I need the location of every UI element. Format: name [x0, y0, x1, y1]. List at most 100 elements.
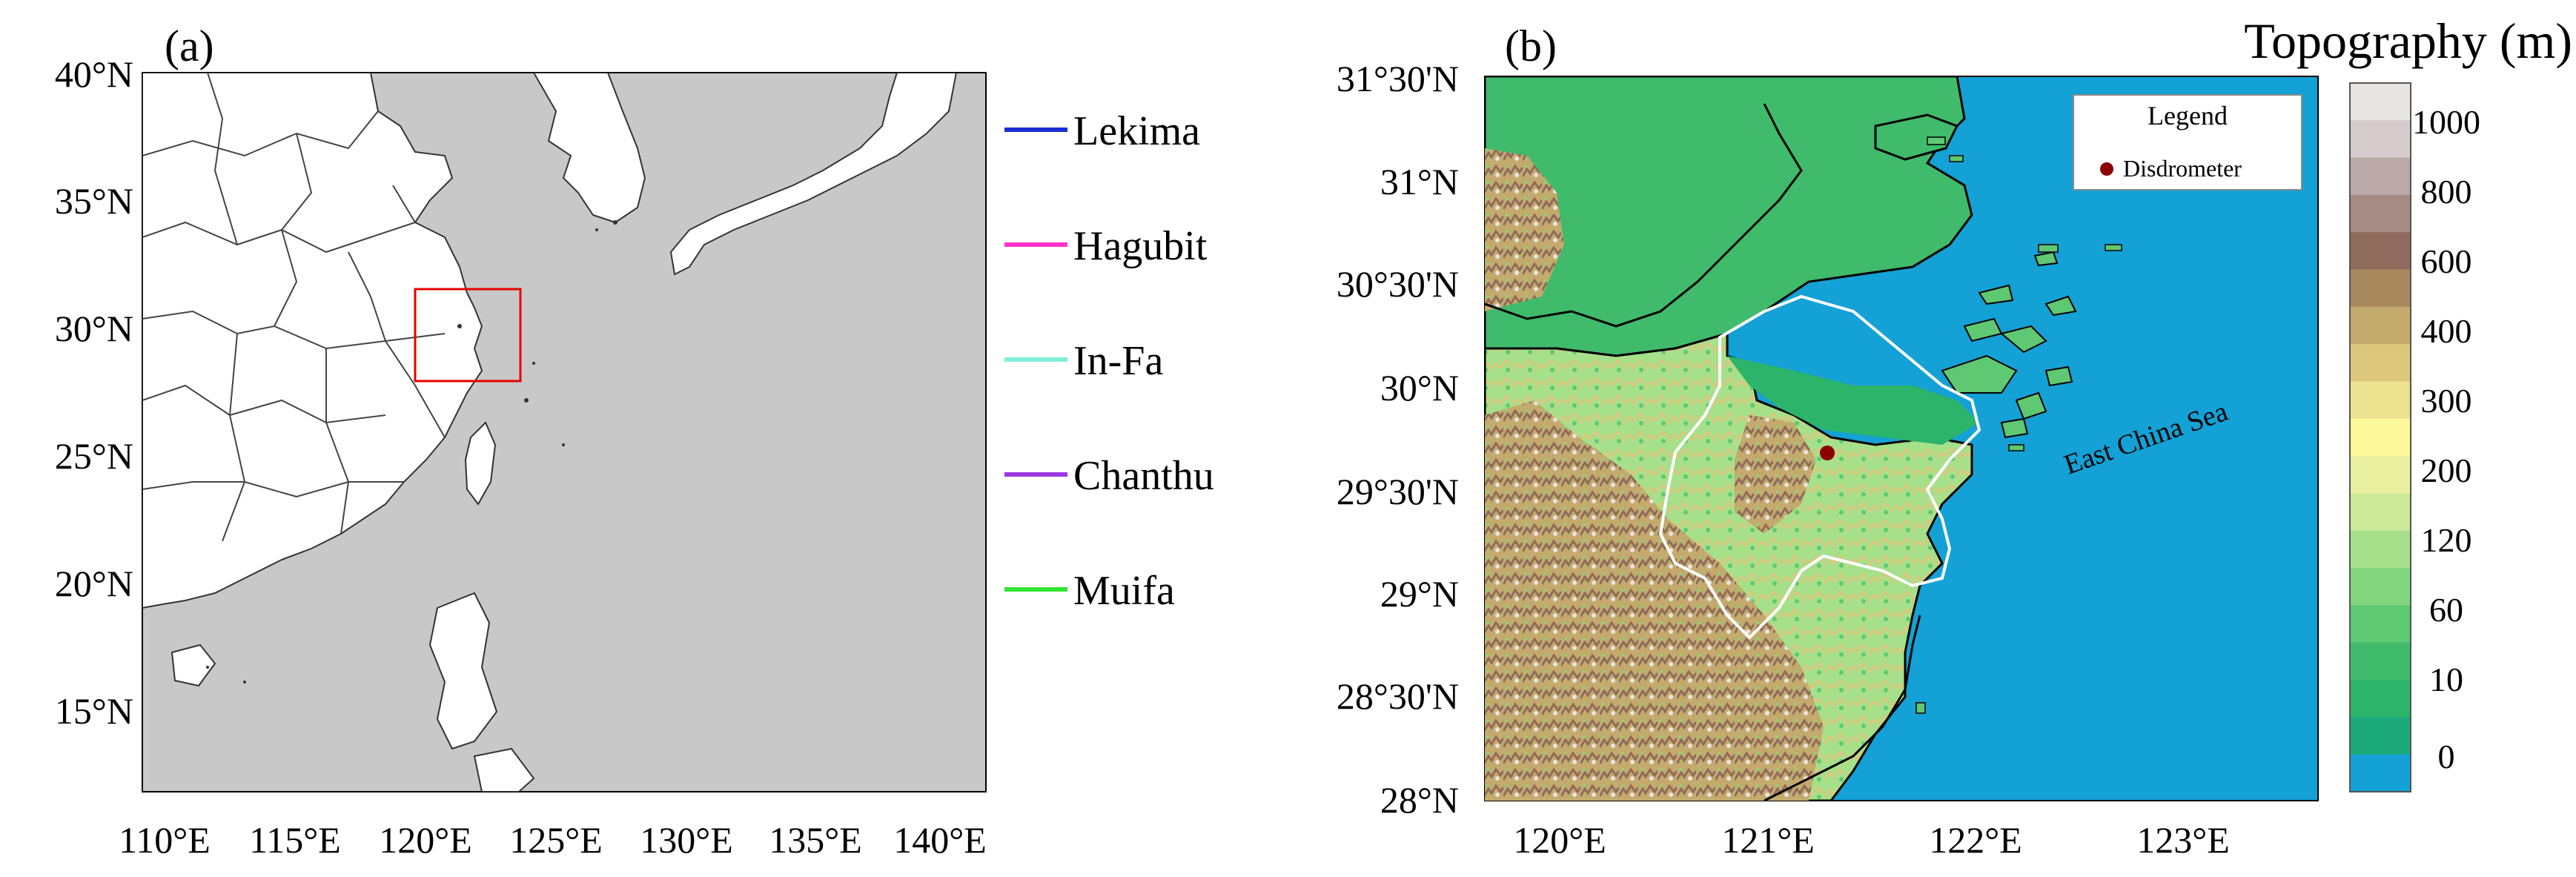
- colorbar-swatch: [2350, 306, 2411, 345]
- study-region-box: [414, 288, 522, 383]
- map-legend-box: Legend Disdrometer: [2073, 94, 2302, 191]
- korea-land: [532, 73, 646, 224]
- colorbar-label: 120: [2421, 521, 2472, 559]
- panel-a-label: (a): [165, 21, 214, 70]
- colorbar-swatch: [2350, 157, 2411, 196]
- colorbar-swatch: [2350, 605, 2411, 643]
- colorbar-swatch: [2350, 381, 2411, 420]
- colorbar-label: 1000: [2412, 103, 2480, 141]
- panel-a-lon-tick: 130°E: [640, 819, 733, 861]
- colorbar-swatch: [2350, 344, 2411, 383]
- panel-a-lon-tick: 135°E: [769, 819, 862, 861]
- panel-a-lat-tick: 30°N: [55, 308, 133, 349]
- disdrometer-marker: [1820, 446, 1835, 460]
- panel-a: (a): [55, 21, 1214, 861]
- colorbar-labels: 1000 800 600 400 300 200 120 60 10 0: [2412, 103, 2480, 775]
- legend-disdrometer-swatch: [2100, 162, 2113, 176]
- panel-b-lat-tick: 28°N: [1380, 779, 1459, 821]
- panel-b-lat-ticks: 31°30'N 31°N 30°30'N 30°N 29°30'N 29°N 2…: [1337, 58, 1459, 821]
- taiwan-land: [464, 421, 497, 506]
- panel-b-lon-tick: 123°E: [2136, 819, 2230, 861]
- panel-b-label: (b): [1505, 21, 1557, 70]
- small-islands: [206, 220, 617, 684]
- panel-b-lon-tick: 120°E: [1513, 819, 1606, 861]
- panel-a-lat-tick: 25°N: [55, 435, 133, 477]
- legend-label-chanthu: Chanthu: [1073, 453, 1214, 499]
- panel-a-lat-tick: 35°N: [55, 180, 133, 222]
- panel-a-lat-tick: 40°N: [55, 53, 133, 95]
- colorbar-label: 0: [2438, 738, 2455, 775]
- colorbar-swatch: [2350, 269, 2411, 308]
- colorbar-swatch: [2350, 418, 2411, 457]
- panel-b-lat-tick: 28°30'N: [1337, 675, 1459, 717]
- hainan-land: [170, 643, 216, 687]
- coastline: [1764, 615, 1921, 801]
- legend-label-muifa: Muifa: [1073, 568, 1175, 614]
- colorbar-swatch: [2350, 493, 2411, 532]
- legend-label-infa: In-Fa: [1073, 338, 1163, 384]
- colorbar-swatch: [2350, 642, 2411, 681]
- panel-b-lat-tick: 31°N: [1380, 161, 1459, 202]
- colorbar-label: 400: [2421, 312, 2472, 350]
- chongming-island: [1874, 113, 1959, 161]
- colorbar-label: 10: [2429, 661, 2463, 698]
- track-legend-item-hagubit: Hagubit: [1004, 223, 1208, 269]
- panel-b-lon-ticks: 120°E 121°E 122°E 123°E: [1513, 819, 2230, 861]
- panel-b: (b): [1337, 13, 2572, 861]
- panel-b-lon-tick: 122°E: [1929, 819, 2022, 861]
- colorbar-swatch: [2350, 83, 2411, 121]
- panel-b-lat-tick: 30°30'N: [1337, 263, 1459, 305]
- panel-b-lat-tick: 31°30'N: [1337, 58, 1459, 99]
- ningbo-plain: [1727, 356, 1979, 445]
- northwest-hills: [1485, 148, 1564, 311]
- colorbar-label: 600: [2421, 242, 2472, 280]
- colorbar-swatch: [2350, 680, 2411, 718]
- central-mountains: [1735, 415, 1816, 534]
- legend-label-hagubit: Hagubit: [1073, 223, 1208, 269]
- panel-a-lon-tick: 125°E: [509, 819, 603, 861]
- panel-b-lon-tick: 121°E: [1721, 819, 1815, 861]
- zhoushan-islands: [1941, 251, 2077, 439]
- colorbar-swatch: [2350, 194, 2411, 233]
- track-legend-item-infa: In-Fa: [1004, 338, 1163, 384]
- colorbar-swatch: [2350, 456, 2411, 494]
- colorbar-swatch: [2350, 754, 2411, 792]
- track-legend-item-muifa: Muifa: [1004, 568, 1175, 614]
- legend-box-title: Legend: [2148, 101, 2228, 130]
- panel-b-lat-tick: 30°N: [1380, 367, 1459, 408]
- panel-a-lat-tick: 15°N: [55, 690, 133, 732]
- panel-a-lon-tick: 115°E: [249, 819, 341, 861]
- track-legend: Lekima Hagubit In-Fa Chanthu Muifa: [1004, 108, 1214, 614]
- topography-colorbar: Topography (m) 1000 800 600 400 300 200 …: [2244, 13, 2572, 792]
- legend-label-lekima: Lekima: [1073, 108, 1200, 154]
- japan-land: [669, 73, 958, 276]
- panel-b-lat-tick: 29°30'N: [1337, 471, 1459, 512]
- visayas-land: [473, 747, 535, 792]
- legend-box-frame: [2073, 94, 2302, 191]
- track-legend-item-lekima: Lekima: [1004, 108, 1200, 154]
- western-mountains: [1485, 400, 1824, 801]
- luzon-land: [428, 592, 498, 750]
- offshore-islets: [1916, 136, 2122, 714]
- colorbar-swatches: [2350, 83, 2411, 792]
- panel-b-lat-tick: 29°N: [1380, 573, 1459, 615]
- panel-a-lon-ticks: 110°E 115°E 120°E 125°E 130°E 135°E 140°…: [119, 819, 987, 861]
- panel-a-lon-tick: 140°E: [893, 819, 987, 861]
- province-borders: [142, 73, 446, 542]
- legend-disdrometer-label: Disdrometer: [2123, 155, 2242, 182]
- panel-a-lon-tick: 120°E: [379, 819, 472, 861]
- colorbar-frame: [2349, 82, 2411, 792]
- colorbar-label: 200: [2421, 451, 2472, 489]
- panel-a-lat-ticks: 40°N 35°N 30°N 25°N 20°N 15°N: [55, 53, 133, 732]
- province-boundary: [1485, 103, 1803, 328]
- colorbar-swatch: [2350, 530, 2411, 569]
- panel-a-lon-tick: 110°E: [119, 819, 211, 861]
- panel-a-lat-tick: 20°N: [55, 563, 133, 604]
- colorbar-label: 60: [2429, 591, 2463, 629]
- colorbar-swatch: [2350, 568, 2411, 606]
- colorbar-swatch: [2350, 232, 2411, 271]
- colorbar-label: 300: [2421, 382, 2472, 420]
- colorbar-swatch: [2350, 717, 2411, 755]
- colorbar-label: 800: [2421, 173, 2472, 211]
